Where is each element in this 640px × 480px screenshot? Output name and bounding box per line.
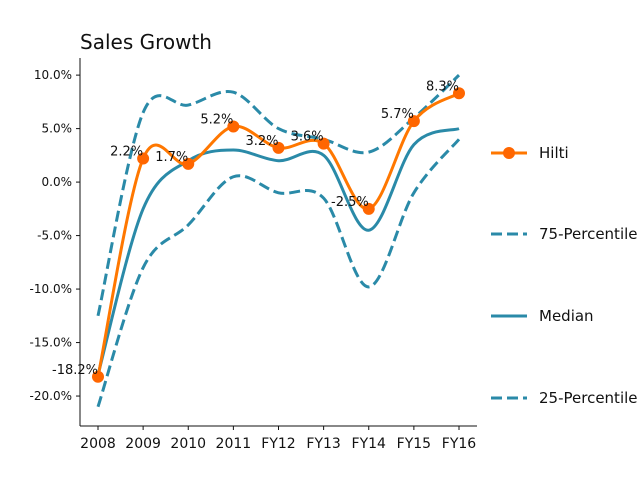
chart-legend: Hilti 75-Percentile Median 25-Percentile bbox=[491, 144, 638, 407]
y-tick-label: -15.0% bbox=[30, 336, 72, 350]
data-point bbox=[227, 120, 240, 133]
data-point bbox=[362, 202, 375, 215]
y-tick-label: -10.0% bbox=[30, 282, 72, 296]
series-line-25-percentile bbox=[96, 138, 461, 408]
chart-series bbox=[92, 74, 465, 408]
y-tick-label: -20.0% bbox=[30, 389, 72, 403]
chart-title: Sales Growth bbox=[80, 30, 212, 54]
y-tick-label: 10.0% bbox=[34, 68, 72, 82]
x-tick-label: FY12 bbox=[261, 436, 295, 452]
chart-data-labels: -18.2% 2.2% 1.7% 5.2% 3.2% 3.6% -2.5% 5.7% 8.3% bbox=[52, 79, 459, 377]
x-tick-label: 2009 bbox=[125, 436, 161, 452]
data-label: 5.7% bbox=[381, 107, 414, 122]
data-point bbox=[137, 152, 150, 165]
data-point bbox=[92, 370, 104, 383]
legend-label-hilti: Hilti bbox=[539, 144, 569, 162]
x-tick-label: 2011 bbox=[216, 436, 252, 452]
legend-label-median: Median bbox=[539, 307, 594, 325]
data-label: 5.2% bbox=[200, 112, 233, 127]
data-label: -2.5% bbox=[331, 195, 369, 210]
data-point bbox=[272, 141, 285, 154]
x-tick-label: FY16 bbox=[442, 436, 477, 452]
data-point bbox=[182, 157, 195, 170]
data-point bbox=[453, 87, 465, 100]
y-tick-label: 5.0% bbox=[42, 122, 73, 136]
data-point bbox=[407, 115, 420, 128]
x-tick-label: 2010 bbox=[170, 436, 206, 452]
x-tick-label: FY15 bbox=[397, 436, 431, 452]
x-tick-label: 2008 bbox=[80, 436, 116, 452]
legend-marker bbox=[503, 147, 515, 159]
y-tick-label: 0.0% bbox=[42, 175, 73, 189]
x-tick-label: FY14 bbox=[352, 436, 387, 452]
legend-label-25-percentile: 25-Percentile bbox=[539, 389, 638, 407]
data-label: 2.2% bbox=[110, 145, 143, 160]
data-point bbox=[317, 137, 330, 150]
x-tick-label: FY13 bbox=[306, 436, 340, 452]
series-line-75-percentile bbox=[96, 74, 461, 317]
data-label: 1.7% bbox=[155, 150, 188, 165]
data-label: 8.3% bbox=[426, 79, 459, 94]
chart-axes: -20.0% -15.0% -10.0% -5.0% 0.0% 5.0% 10.0% 2008… bbox=[30, 58, 477, 452]
data-label: -18.2% bbox=[52, 363, 98, 378]
data-label: 3.2% bbox=[245, 134, 278, 149]
series-line-hilti bbox=[96, 91, 460, 378]
data-label: 3.6% bbox=[291, 130, 324, 145]
y-tick-label: -5.0% bbox=[37, 229, 72, 243]
series-line-median bbox=[96, 127, 460, 376]
legend-label-75-percentile: 75-Percentile bbox=[539, 225, 638, 243]
